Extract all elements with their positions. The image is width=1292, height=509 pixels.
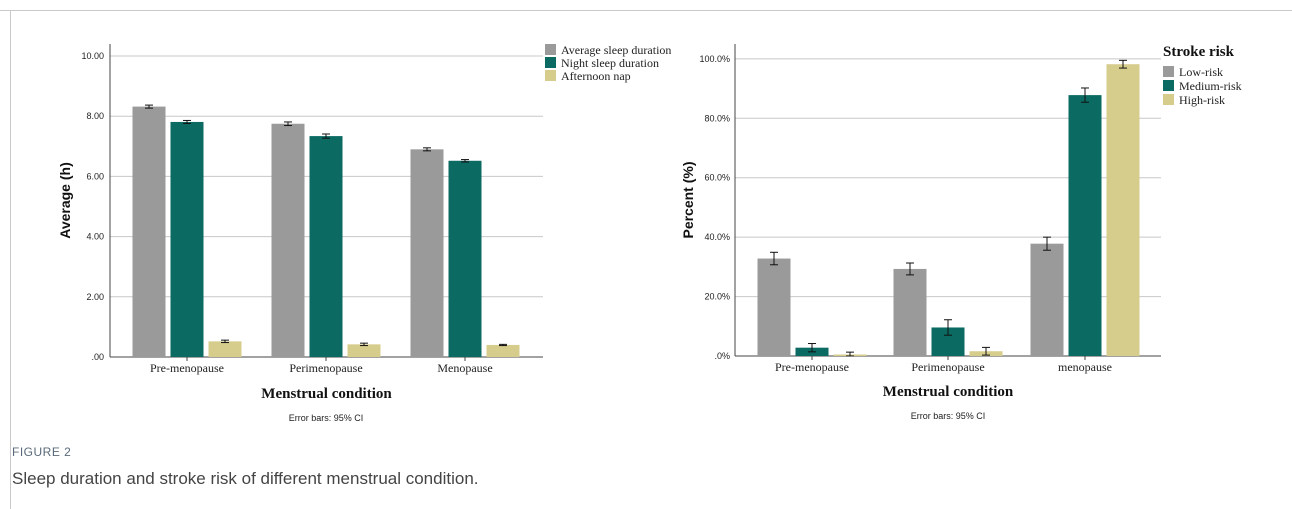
legend-swatch [1163, 94, 1174, 105]
x-tick-label: Perimenopause [289, 361, 362, 375]
legend-swatch [545, 44, 556, 55]
legend-label: Night sleep duration [561, 56, 659, 70]
legend-label: Afternoon nap [561, 69, 631, 83]
bar [1030, 243, 1064, 356]
bar [757, 258, 791, 356]
bar [132, 106, 166, 357]
x-tick-label: Pre-menopause [775, 360, 849, 374]
bar [486, 344, 520, 357]
x-tick-label: Pre-menopause [150, 361, 224, 375]
legend-label: High-risk [1179, 93, 1225, 107]
legend-label: Low-risk [1179, 65, 1223, 79]
y-tick-label: 6.00 [86, 171, 104, 181]
y-axis-label: Percent (%) [680, 161, 696, 238]
y-tick-label: 10.00 [81, 51, 104, 61]
legend-swatch [1163, 80, 1174, 91]
figure-caption: Sleep duration and stroke risk of differ… [12, 469, 479, 488]
figure-label: FIGURE 2 [12, 445, 72, 459]
legend-label: Medium-risk [1179, 79, 1242, 93]
bar [347, 344, 381, 357]
x-axis-label: Menstrual condition [261, 386, 392, 402]
bar [170, 121, 204, 357]
bar [271, 123, 305, 357]
y-tick-label: .0% [714, 351, 730, 361]
bar [1106, 64, 1140, 356]
figure-frame-top [0, 10, 1292, 11]
y-tick-label: .00 [91, 352, 104, 362]
bar [208, 341, 242, 357]
legend-title: Stroke risk [1163, 44, 1235, 60]
legend-swatch [545, 70, 556, 81]
y-tick-label: 100.0% [699, 54, 730, 64]
y-tick-label: 60.0% [704, 173, 730, 183]
x-tick-label: Perimenopause [911, 360, 984, 374]
y-tick-label: 2.00 [86, 292, 104, 302]
bar [309, 136, 343, 357]
y-tick-label: 20.0% [704, 292, 730, 302]
bar [1068, 95, 1102, 356]
y-tick-label: 80.0% [704, 113, 730, 123]
x-tick-label: menopause [1058, 360, 1112, 374]
error-bars-note: Error bars: 95% CI [289, 413, 364, 423]
y-tick-label: 4.00 [86, 232, 104, 242]
figure-frame-left [10, 10, 11, 509]
legend-swatch [545, 57, 556, 68]
legend-label: Average sleep duration [561, 43, 671, 57]
error-bars-note: Error bars: 95% CI [911, 411, 986, 421]
y-axis-label: Average (h) [57, 162, 73, 239]
y-tick-label: 8.00 [86, 111, 104, 121]
bar [893, 268, 927, 356]
legend-swatch [1163, 66, 1174, 77]
x-tick-label: Menopause [437, 361, 492, 375]
y-tick-label: 40.0% [704, 232, 730, 242]
x-axis-label: Menstrual condition [883, 384, 1014, 400]
bar [448, 160, 482, 357]
bar [410, 149, 444, 357]
